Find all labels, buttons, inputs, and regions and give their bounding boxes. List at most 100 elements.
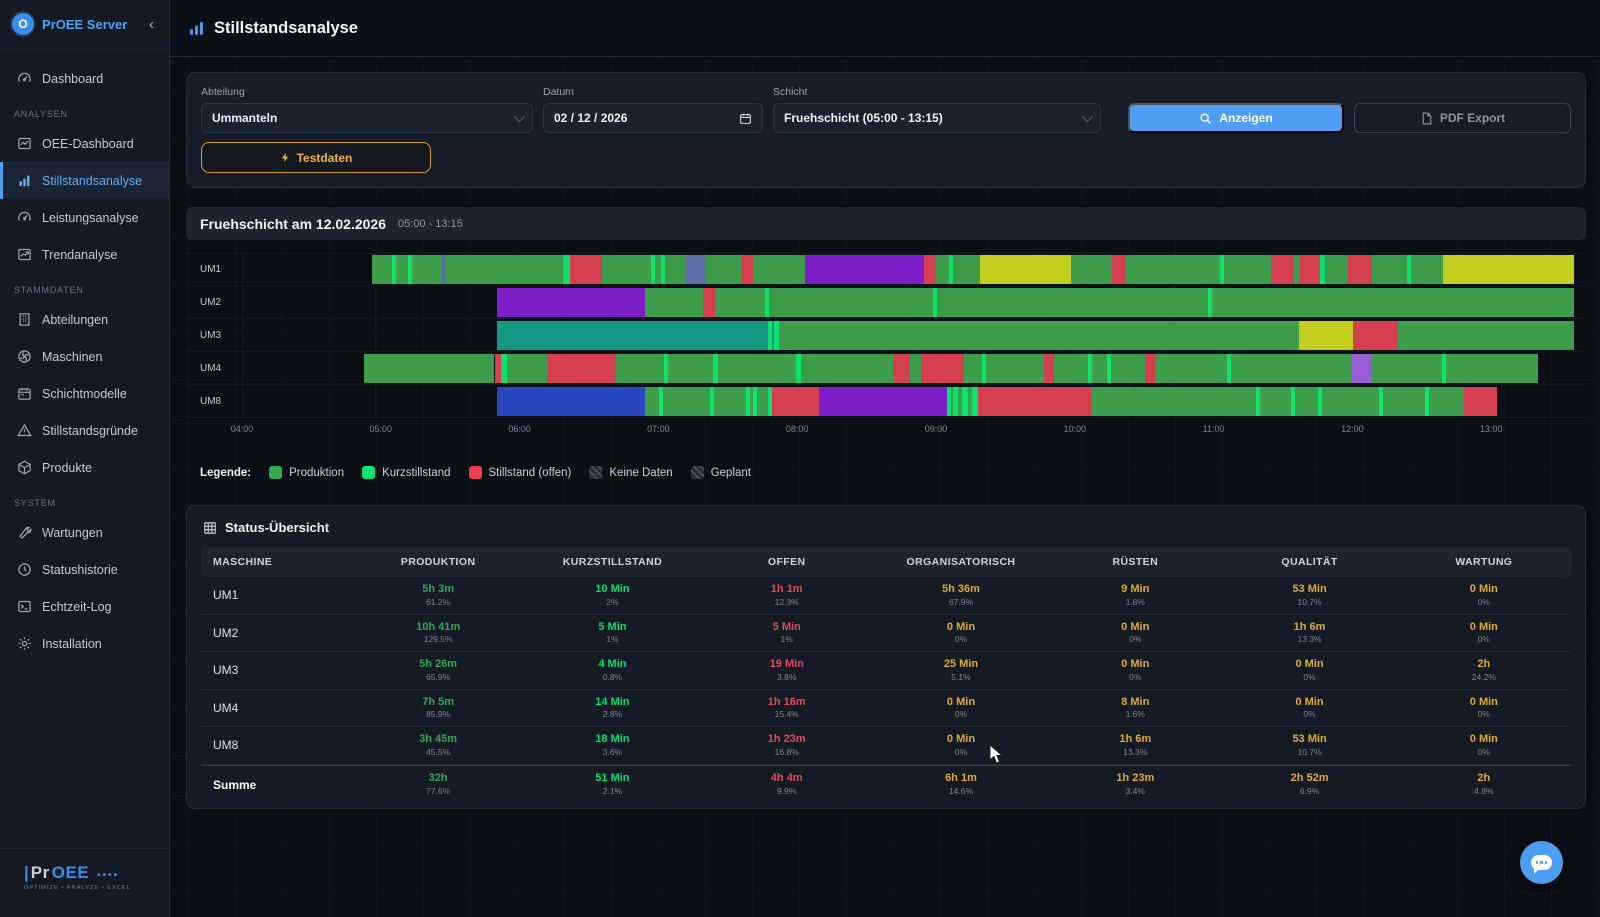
anzeigen-button[interactable]: Anzeigen <box>1128 103 1344 133</box>
segment-kurzstillstand[interactable] <box>953 386 958 416</box>
segment-stillstand-offen[interactable] <box>1346 255 1373 284</box>
segment-stillstand-offen[interactable] <box>1353 320 1398 350</box>
segment-produktion[interactable] <box>668 353 713 383</box>
segment-kurzstillstand[interactable] <box>408 255 413 284</box>
segment-kurzstillstand[interactable] <box>501 353 507 383</box>
segment-produktion[interactable] <box>363 353 495 383</box>
segment-kurzstillstand[interactable] <box>1442 353 1447 383</box>
sidebar-item-dashboard[interactable]: Dashboard <box>0 60 169 97</box>
segment-produktion[interactable] <box>705 255 743 284</box>
segment-kurzstillstand[interactable] <box>650 255 655 284</box>
segment-produktion[interactable] <box>396 255 409 284</box>
segment-produktion[interactable] <box>1411 255 1444 284</box>
segment-kurzstillstand[interactable] <box>1378 386 1383 416</box>
datum-input[interactable]: 02 / 12 / 2026 <box>543 103 763 133</box>
segment-produktion[interactable] <box>1295 386 1319 416</box>
sidebar-item-wartungen[interactable]: Wartungen <box>0 514 169 551</box>
segment-produktion[interactable] <box>1092 353 1107 383</box>
segment-produktion[interactable] <box>1372 255 1408 284</box>
segment-produktion[interactable] <box>654 255 662 284</box>
segment-yellow-status[interactable] <box>1443 255 1574 284</box>
segment-kurzstillstand[interactable] <box>774 320 779 350</box>
chat-button[interactable] <box>1520 841 1563 884</box>
segment-kurzstillstand[interactable] <box>1088 353 1093 383</box>
segment-produktion[interactable] <box>645 287 704 317</box>
segment-stillstand-offen[interactable] <box>703 287 716 317</box>
segment-produktion[interactable] <box>1155 353 1227 383</box>
segment-teal-status[interactable] <box>497 320 768 350</box>
sidebar-item-leistungsanalyse[interactable]: Leistungsanalyse <box>0 199 169 236</box>
sidebar-item-maschinen[interactable]: Maschinen <box>0 338 169 375</box>
segment-slate-status[interactable] <box>685 255 706 284</box>
sidebar-item-schichtmodelle[interactable]: Schichtmodelle <box>0 375 169 412</box>
segment-produktion[interactable] <box>615 353 665 383</box>
sidebar-item-oee-dashboard[interactable]: OEE-Dashboard <box>0 125 169 162</box>
segment-produktion[interactable] <box>756 386 768 416</box>
segment-produktion[interactable] <box>1211 287 1574 317</box>
segment-kurzstillstand[interactable] <box>1407 255 1412 284</box>
segment-stillstand-offen[interactable] <box>569 255 603 284</box>
segment-produktion[interactable] <box>964 353 982 383</box>
segment-blue-status[interactable] <box>497 386 646 416</box>
segment-stillstand-offen[interactable] <box>923 255 936 284</box>
segment-violet-status[interactable] <box>805 255 924 284</box>
abteilung-select[interactable]: Ummanteln <box>201 103 533 133</box>
segment-produktion[interactable] <box>910 353 922 383</box>
segment-violet-status[interactable] <box>497 287 646 317</box>
segment-produktion[interactable] <box>1125 255 1220 284</box>
segment-stillstand-offen[interactable] <box>1043 353 1055 383</box>
segment-produktion[interactable] <box>752 255 806 284</box>
segment-produktion[interactable] <box>1382 386 1425 416</box>
segment-produktion[interactable] <box>645 386 659 416</box>
segment-kurzstillstand[interactable] <box>961 386 969 416</box>
segment-kurzstillstand[interactable] <box>1226 353 1231 383</box>
segment-stillstand-offen[interactable] <box>1299 255 1320 284</box>
sidebar-item-statushistorie[interactable]: Statushistorie <box>0 551 169 588</box>
segment-produktion[interactable] <box>1054 353 1089 383</box>
segment-produktion[interactable] <box>372 255 393 284</box>
segment-kurzstillstand[interactable] <box>1291 386 1296 416</box>
segment-produktion[interactable] <box>950 386 954 416</box>
segment-kurzstillstand[interactable] <box>981 353 986 383</box>
segment-produktion[interactable] <box>937 287 1208 317</box>
segment-kurzstillstand[interactable] <box>767 320 772 350</box>
segment-produktion[interactable] <box>1428 386 1464 416</box>
segment-kurzstillstand[interactable] <box>658 386 663 416</box>
segment-produktion[interactable] <box>985 353 1044 383</box>
sidebar-item-installation[interactable]: Installation <box>0 625 169 662</box>
segment-kurzstillstand[interactable] <box>1220 255 1225 284</box>
segment-kurzstillstand[interactable] <box>712 353 718 383</box>
segment-produktion[interactable] <box>1372 353 1443 383</box>
segment-stillstand-offen[interactable] <box>771 386 819 416</box>
segment-produktion[interactable] <box>1070 255 1113 284</box>
segment-produktion[interactable] <box>769 287 934 317</box>
sidebar-item-stillstandsanalyse[interactable]: Stillstandsanalyse <box>0 162 169 199</box>
segment-kurzstillstand[interactable] <box>709 386 714 416</box>
schicht-select[interactable]: Fruehschicht (05:00 - 13:15) <box>773 103 1101 133</box>
segment-teal-status[interactable] <box>771 320 775 350</box>
segment-kurzstillstand[interactable] <box>1256 386 1261 416</box>
segment-kurzstillstand[interactable] <box>746 386 751 416</box>
segment-produktion[interactable] <box>1110 353 1145 383</box>
pdf-export-button[interactable]: PDF Export <box>1354 103 1571 133</box>
segment-produktion[interactable] <box>713 386 747 416</box>
segment-kurzstillstand[interactable] <box>1424 386 1429 416</box>
segment-produktion[interactable] <box>665 255 686 284</box>
segment-produktion[interactable] <box>506 353 547 383</box>
calendar-icon[interactable] <box>739 112 752 125</box>
sidebar-item-produkte[interactable]: Produkte <box>0 449 169 486</box>
segment-kurzstillstand[interactable] <box>767 386 772 416</box>
segment-kurzstillstand[interactable] <box>1106 353 1111 383</box>
segment-stillstand-offen[interactable] <box>1463 386 1498 416</box>
segment-kurzstillstand[interactable] <box>563 255 570 284</box>
segment-produktion[interactable] <box>444 255 564 284</box>
segment-produktion[interactable] <box>1230 353 1352 383</box>
segment-produktion[interactable] <box>957 386 962 416</box>
segment-produktion[interactable] <box>778 320 1300 350</box>
segment-kurzstillstand[interactable] <box>752 386 757 416</box>
segment-produktion[interactable] <box>953 255 981 284</box>
segment-stillstand-offen[interactable] <box>977 386 1091 416</box>
sidebar-item-stillstandsgründe[interactable]: Stillstandsgründe <box>0 412 169 449</box>
segment-stillstand-offen[interactable] <box>1144 353 1156 383</box>
segment-produktion[interactable] <box>801 353 893 383</box>
